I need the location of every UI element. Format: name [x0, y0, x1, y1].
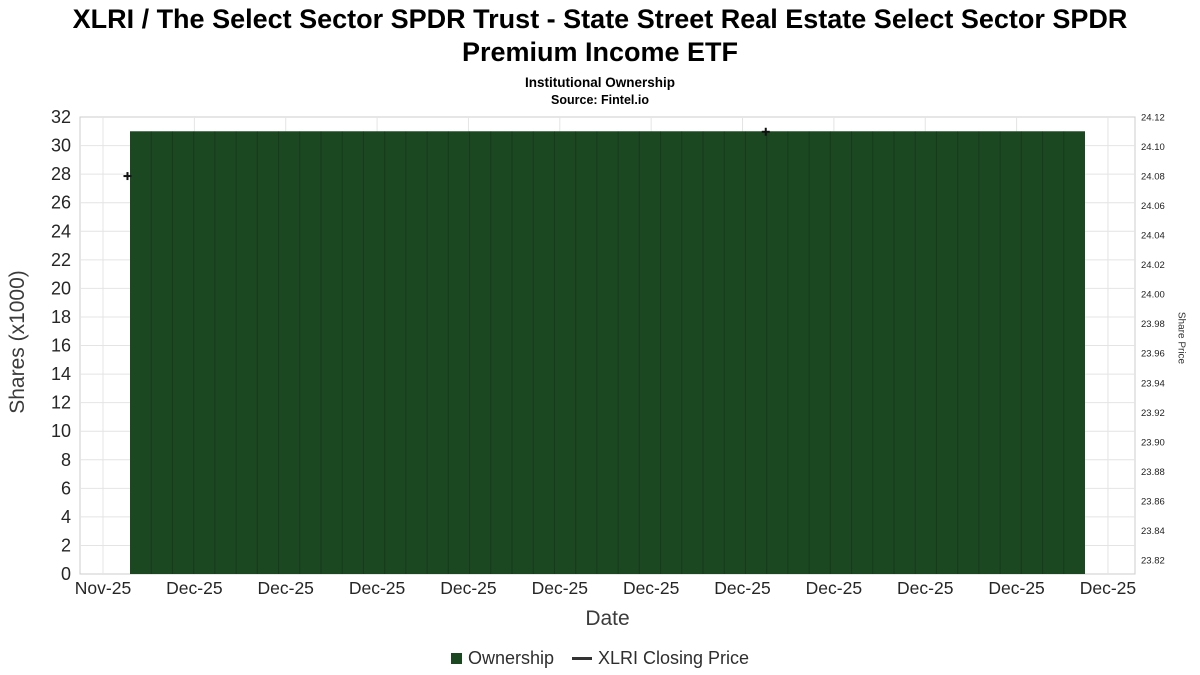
left-tick-label: 28 — [51, 164, 71, 184]
right-tick-label: 24.06 — [1141, 201, 1165, 212]
right-tick-label: 24.02 — [1141, 260, 1165, 271]
page-title-line2: Premium Income ETF — [461, 37, 739, 67]
left-tick-label: 8 — [61, 450, 71, 470]
right-tick-label: 24.00 — [1141, 290, 1165, 301]
right-tick-label: 23.82 — [1141, 555, 1165, 566]
right-tick-label: 24.10 — [1141, 142, 1165, 153]
legend-item-ownership: Ownership — [450, 648, 554, 669]
x-tick-label: Dec-25 — [988, 578, 1044, 598]
left-tick-label: 0 — [61, 564, 71, 584]
left-tick-label: 6 — [61, 478, 71, 498]
closing-price-line-icon — [571, 657, 592, 660]
left-tick-label: 4 — [61, 507, 71, 527]
right-tick-label: 23.90 — [1141, 437, 1165, 448]
left-tick-label: 16 — [51, 336, 71, 356]
x-tick-label: Dec-25 — [806, 578, 862, 598]
left-tick-label: 24 — [51, 221, 71, 241]
left-tick-label: 14 — [51, 364, 71, 384]
x-tick-label: Dec-25 — [897, 578, 953, 598]
right-tick-label: 23.92 — [1141, 408, 1165, 419]
legend: Ownership XLRI Closing Price — [0, 648, 1200, 669]
legend-label-closing-price: XLRI Closing Price — [597, 648, 750, 668]
right-tick-label: 24.08 — [1141, 172, 1165, 183]
left-tick-label: 20 — [51, 278, 71, 298]
x-tick-label: Dec-25 — [532, 578, 588, 598]
chart-subtitle: Institutional Ownership — [524, 75, 675, 90]
x-tick-label: Nov-25 — [75, 578, 131, 598]
x-tick-label: Dec-25 — [166, 578, 222, 598]
legend-label-ownership: Ownership — [467, 648, 554, 668]
left-tick-label: 32 — [51, 107, 71, 127]
left-tick-label: 26 — [51, 193, 71, 213]
ownership-bars — [130, 131, 1085, 574]
x-tick-label: Dec-25 — [440, 578, 496, 598]
page-title-line1: XLRI / The Select Sector SPDR Trust - St… — [72, 4, 1128, 34]
left-tick-label: 2 — [61, 535, 71, 555]
left-tick-label: 30 — [51, 136, 71, 156]
x-tick-label: Dec-25 — [714, 578, 770, 598]
x-tick-label: Dec-25 — [623, 578, 679, 598]
right-tick-label: 23.98 — [1141, 319, 1165, 330]
right-tick-label: 23.88 — [1141, 467, 1165, 478]
left-axis-title: Shares (x1000) — [6, 270, 29, 414]
right-tick-label: 23.86 — [1141, 496, 1165, 507]
x-tick-label: Dec-25 — [1080, 578, 1136, 598]
header: XLRI / The Select Sector SPDR Trust - St… — [0, 0, 1200, 107]
right-tick-label: 23.94 — [1141, 378, 1165, 389]
x-axis-title: Date — [585, 607, 630, 630]
right-tick-label: 23.96 — [1141, 349, 1165, 360]
left-tick-label: 18 — [51, 307, 71, 327]
right-tick-label: 24.04 — [1141, 231, 1165, 242]
x-tick-label: Dec-25 — [349, 578, 405, 598]
left-tick-label: 10 — [51, 421, 71, 441]
chart-source: Source: Fintel.io — [551, 93, 649, 107]
right-tick-label: 23.84 — [1141, 526, 1165, 537]
ownership-swatch-icon — [450, 653, 462, 664]
x-tick-label: Dec-25 — [258, 578, 314, 598]
left-tick-label: 12 — [51, 393, 71, 413]
legend-item-closing-price: XLRI Closing Price — [571, 648, 750, 669]
right-tick-label: 24.12 — [1141, 113, 1165, 124]
right-axis-title: Share Price — [1175, 311, 1187, 365]
left-tick-label: 22 — [51, 250, 71, 270]
